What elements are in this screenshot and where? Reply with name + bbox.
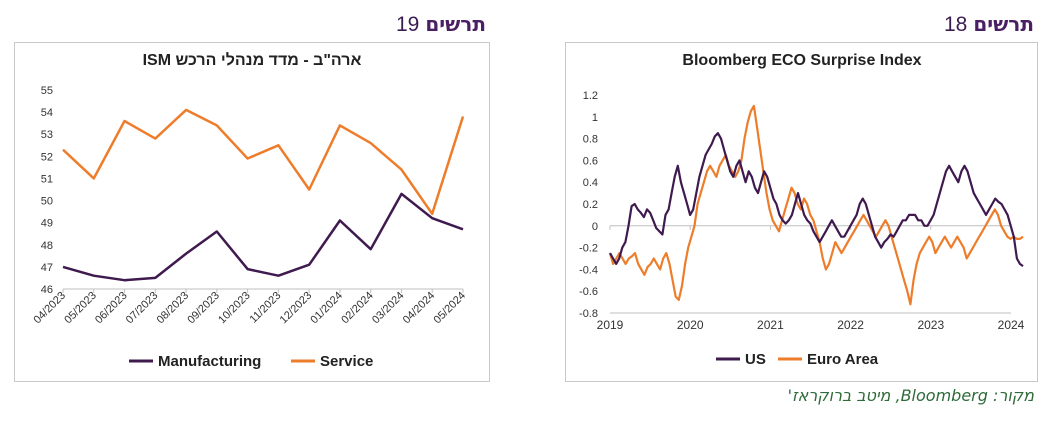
chart-title: ארה"ב - מדד מנהלי הרכש ISM [143, 51, 362, 69]
x-tick-label: 06/2023 [93, 290, 130, 327]
chart-title: Bloomberg ECO Surprise Index [682, 52, 921, 69]
ism-chart-panel: ארה"ב - מדד מנהלי הרכש ISM 46 47 48 49 50 51 52… [14, 42, 490, 382]
x-tick-label: 09/2023 [185, 290, 222, 327]
y-tick-label: 55 [41, 85, 53, 97]
x-tick-label: 05/2024 [432, 290, 469, 327]
x-tick-label: 02/2024 [339, 290, 376, 327]
series-line-manufacturing [62, 192, 464, 282]
y-tick-label: 49 [41, 218, 53, 230]
series-line-service [62, 108, 465, 216]
legend-label-manufacturing: Manufacturing [158, 353, 261, 370]
legend-label-service: Service [320, 353, 373, 370]
eco-surprise-chart: Bloomberg ECO Surprise Index 1.2 1 0.8 0.6 0.… [579, 52, 1025, 368]
y-tick-label: -0.2 [579, 243, 598, 255]
x-tick-label: 2024 [998, 318, 1025, 332]
y-tick-label: 54 [41, 107, 53, 119]
x-tick-label: 08/2023 [155, 290, 192, 327]
legend-label-us: US [745, 351, 766, 368]
figure-word: תרשים [425, 12, 486, 36]
series-line-euro-area [608, 104, 1024, 306]
x-tick-label: 2023 [917, 318, 944, 332]
y-tick-label: 1.2 [583, 90, 598, 102]
eco-surprise-chart-panel: Bloomberg ECO Surprise Index 1.2 1 0.8 0.6 0.… [565, 42, 1038, 382]
x-tick-label: 04/2024 [401, 290, 438, 327]
x-tick-label: 12/2023 [278, 290, 315, 327]
y-tick-label: 0 [592, 221, 598, 233]
x-tick-label: 2019 [597, 318, 624, 332]
source-note: מקור: Bloomberg, מיטב ברוקראז' [787, 386, 1034, 405]
x-tick-label: 2022 [837, 318, 864, 332]
y-tick-label: 0.2 [583, 199, 598, 211]
x-tick-label: 2021 [757, 318, 784, 332]
y-tick-label: 53 [41, 129, 53, 141]
figure-word: תרשים [973, 12, 1034, 36]
y-tick-label: -0.4 [579, 264, 598, 276]
series-line-us [609, 132, 1024, 267]
x-tick-label: 01/2024 [308, 290, 345, 327]
legend-label-euro-area: Euro Area [807, 351, 879, 368]
figure-18-heading: תרשים18 [944, 12, 1034, 37]
y-tick-label: -0.6 [579, 286, 598, 298]
y-tick-label: 0.8 [583, 134, 598, 146]
y-tick-label: 0.4 [583, 177, 598, 189]
figure-number: 18 [943, 13, 968, 36]
ism-chart: ארה"ב - מדד מנהלי הרכש ISM 46 47 48 49 50 51 52… [32, 51, 469, 370]
x-tick-label: 10/2023 [216, 290, 253, 327]
figure-19-heading: תרשים19 [396, 12, 486, 37]
y-tick-label: 46 [41, 284, 53, 296]
figure-number: 19 [395, 13, 420, 36]
y-tick-label: 48 [41, 240, 53, 252]
x-tick-label: 2020 [677, 318, 704, 332]
y-tick-label: -0.8 [579, 308, 598, 320]
y-tick-label: 50 [41, 196, 53, 208]
x-tick-label: 03/2024 [370, 290, 407, 327]
y-tick-label: 47 [41, 262, 53, 274]
y-tick-label: 51 [41, 173, 53, 185]
y-tick-label: 52 [41, 151, 53, 163]
x-tick-label: 11/2023 [247, 290, 283, 326]
y-tick-label: 1 [592, 112, 598, 124]
x-tick-label: 07/2023 [124, 290, 161, 327]
y-tick-label: 0.6 [583, 155, 598, 167]
x-tick-label: 05/2023 [62, 290, 99, 327]
